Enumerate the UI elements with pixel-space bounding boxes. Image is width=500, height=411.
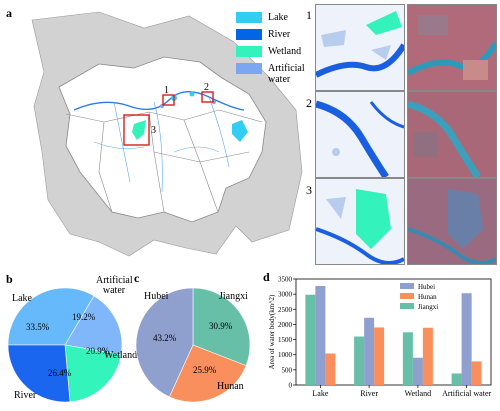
pie-c-value-hunan: 25.9% xyxy=(193,365,217,375)
bar-jiangxi-lake xyxy=(305,294,316,385)
legend-swatch-lake xyxy=(236,12,262,23)
pie-b-value-artificial-water: 19.2% xyxy=(72,312,96,322)
pie-b-slice-river xyxy=(7,344,71,403)
thumb-label-3: 3 xyxy=(306,183,312,197)
bar-chart-area: 0 500 1000 1500 2000 2500 3000 3500 Area of wate… xyxy=(268,276,492,399)
legend-item-artificial-water: Artificial water xyxy=(236,63,316,85)
bar-hunan-wetland xyxy=(422,327,433,385)
study-box-3 xyxy=(123,114,150,146)
pie-b-slice-lake xyxy=(7,287,95,346)
pie-c-label-hubei: Hubei xyxy=(144,291,169,302)
pie-b-label-river: River xyxy=(14,390,37,401)
box-label-3: 3 xyxy=(151,125,156,136)
x-tick-label: Wetland xyxy=(405,389,431,398)
pie-chart-province xyxy=(135,287,251,403)
legend-swatch-river xyxy=(236,29,262,40)
y-tick-label: 2000 xyxy=(278,321,293,329)
legend-item-lake: Lake xyxy=(236,12,316,23)
legend-label-river: River xyxy=(268,29,291,40)
study-area-map: 1 2 3 xyxy=(31,11,303,257)
legend-label-wetland: Wetland xyxy=(268,46,302,57)
pie-b-value-wetland: 20.9% xyxy=(86,346,110,356)
legend-swatch-hubei xyxy=(400,283,414,289)
legend-swatch-artificial-water xyxy=(236,63,262,74)
legend-label-hunan: Hunan xyxy=(418,293,437,301)
legend-label-lake: Lake xyxy=(268,12,288,23)
y-tick-label: 1500 xyxy=(278,336,293,344)
y-tick-label: 0 xyxy=(289,382,293,390)
satellite-thumb-2 xyxy=(407,91,497,178)
panel-letter-a: a xyxy=(6,6,12,20)
legend-label-jiangxi: Jiangxi xyxy=(418,303,438,311)
bar-jiangxi-river xyxy=(354,336,365,385)
pie-c-value-jiangxi: 30.9% xyxy=(209,321,233,331)
thumb-label-2: 2 xyxy=(306,96,312,110)
y-tick-label: 2500 xyxy=(278,306,293,314)
legend-swatch-hunan xyxy=(400,293,414,299)
pie-c-slice-jiangxi xyxy=(192,287,251,367)
water-map-thumb-2 xyxy=(315,91,405,178)
y-tick-label: 3500 xyxy=(278,276,293,284)
thumb-label-1: 1 xyxy=(306,8,312,22)
bar-hunan-artificial-water xyxy=(471,361,482,385)
pie-c-value-hubei: 43.2% xyxy=(153,333,177,343)
bar-hubei-lake xyxy=(315,285,326,385)
box-label-2: 2 xyxy=(204,82,209,93)
panel-letter-d: d xyxy=(263,270,270,284)
y-tick-label: 500 xyxy=(282,366,293,374)
pie-b-label-wetland: Wetland xyxy=(104,350,138,361)
legend-item-river: River xyxy=(236,29,316,40)
pie-b-slice-wetland xyxy=(64,344,122,403)
x-tick-label: River xyxy=(360,389,378,398)
dongting-lake xyxy=(132,120,146,140)
legend-label-artificial-water: Artificial water xyxy=(268,63,305,85)
bar-hubei-river xyxy=(364,317,375,385)
water-map-thumb-3 xyxy=(315,178,405,265)
pie-c-slice-hubei xyxy=(135,287,194,398)
y-axis-label: Area of water body(km^2) xyxy=(268,294,276,369)
pie-c-label-hunan: Hunan xyxy=(217,381,244,392)
water-map-thumb-1 xyxy=(315,4,405,91)
pie-b-value-river: 26.4% xyxy=(48,368,72,378)
pie-c-slice-hunan xyxy=(168,344,247,403)
bar-hunan-river xyxy=(374,327,385,385)
bar-hubei-wetland xyxy=(412,357,423,385)
plot-frame xyxy=(295,278,492,386)
x-tick-label: Artificial water xyxy=(442,389,491,398)
box-label-1: 1 xyxy=(164,85,169,96)
panel-letter-b: b xyxy=(6,272,13,286)
legend-swatch-jiangxi xyxy=(400,303,414,309)
bar-jiangxi-artificial-water xyxy=(451,373,462,385)
bar-hunan-lake xyxy=(325,353,336,385)
bar-jiangxi-wetland xyxy=(402,332,413,385)
study-box-2 xyxy=(201,91,214,103)
study-box-1 xyxy=(162,94,175,106)
pie-b-label-lake: Lake xyxy=(12,293,32,304)
pie-c-label-jiangxi: Jiangxi xyxy=(219,291,248,302)
pie-b-label-artificial-water: Artificial water xyxy=(96,275,133,296)
poyang-lake xyxy=(232,120,248,142)
x-tick-label: Lake xyxy=(312,389,328,398)
pie-b-slice-artificial-water xyxy=(64,295,123,355)
basin-region xyxy=(58,56,267,223)
legend-item-wetland: Wetland xyxy=(236,46,316,57)
pie-chart-water-type xyxy=(7,287,123,403)
panel-letter-c: c xyxy=(134,271,140,285)
legend-swatch-wetland xyxy=(236,46,262,57)
legend-label-hubei: Hubei xyxy=(418,283,435,291)
bar-hubei-artificial-water xyxy=(461,293,472,385)
satellite-thumb-3 xyxy=(407,178,497,265)
y-tick-label: 3000 xyxy=(278,291,293,299)
pie-b-value-lake: 33.5% xyxy=(26,322,50,332)
y-tick-label: 1000 xyxy=(278,351,293,359)
satellite-thumb-1 xyxy=(407,4,497,91)
